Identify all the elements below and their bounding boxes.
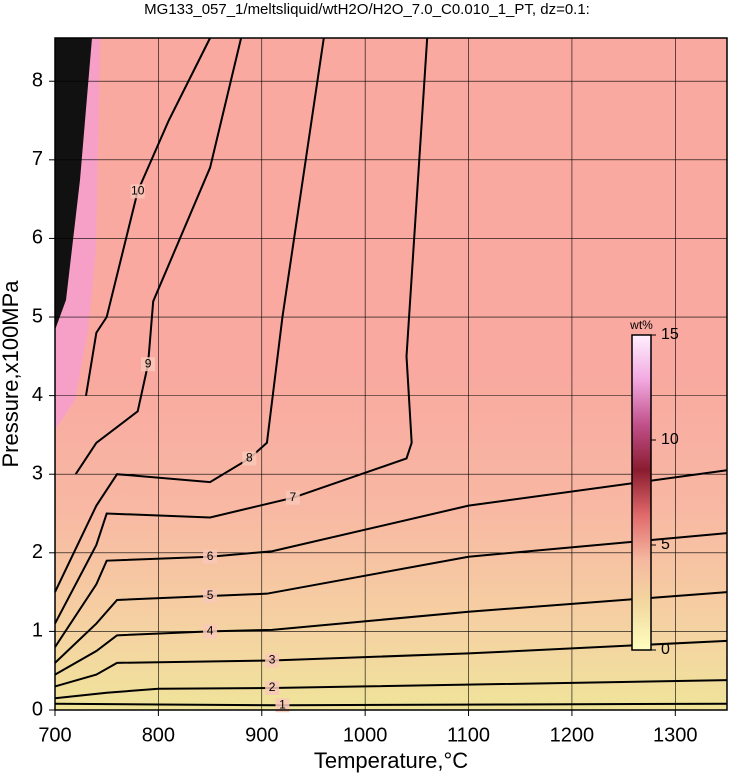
contour-label-bg — [242, 451, 257, 466]
contour-label: 7 — [289, 490, 296, 504]
contour-label: 5 — [207, 588, 214, 602]
colorbar-tick-label: 15 — [661, 326, 679, 343]
x-tick-label: 1200 — [550, 724, 595, 746]
colorbar-tick-label: 10 — [661, 431, 679, 448]
contour-label-bg — [285, 490, 300, 505]
y-tick-label: 7 — [32, 148, 43, 170]
contour-line — [54, 679, 728, 700]
contour-label-bg — [203, 624, 218, 639]
contour-line — [54, 37, 325, 593]
x-axis-label: Temperature,°C — [314, 748, 468, 773]
contour-label-bg — [275, 698, 290, 713]
x-tick-label: 800 — [142, 724, 175, 746]
contour-label: 2 — [269, 680, 276, 694]
y-axis-label: Pressure,x100MPa — [0, 280, 23, 468]
x-tick-label: 700 — [38, 724, 71, 746]
contour-line — [85, 37, 211, 396]
contour-label: 10 — [131, 183, 145, 197]
contour-label: 6 — [207, 549, 214, 563]
contour-label: 1 — [279, 697, 286, 711]
contour-label: 8 — [246, 451, 253, 465]
contour-label-bg — [203, 549, 218, 564]
y-tick-label: 4 — [32, 384, 43, 406]
y-tick-label: 2 — [32, 541, 43, 563]
contour-label-bg — [265, 680, 280, 695]
x-tick-label: 1000 — [343, 724, 388, 746]
y-tick-label: 8 — [32, 70, 43, 92]
contour-label-bg — [141, 357, 156, 372]
colorbar-label: wt% — [629, 318, 653, 332]
contour-line — [54, 702, 728, 707]
dense-contours — [55, 38, 92, 330]
plot-background — [55, 38, 727, 710]
contour-label: 3 — [269, 653, 276, 667]
colorbar-tick-label: 0 — [661, 641, 670, 658]
colorbar-tick-label: 5 — [661, 536, 670, 553]
x-tick-label: 1300 — [653, 724, 698, 746]
plot-frame — [54, 37, 728, 711]
x-tick-label: 900 — [245, 724, 278, 746]
contour-label-bg — [265, 653, 280, 668]
y-tick-label: 5 — [32, 305, 43, 327]
contour-label-bg — [203, 589, 218, 604]
y-tick-label: 3 — [32, 462, 43, 484]
y-tick-label: 6 — [32, 227, 43, 249]
y-tick-label: 0 — [32, 698, 43, 720]
contour-label: 4 — [207, 624, 214, 638]
y-tick-label: 1 — [32, 620, 43, 642]
chart-title: MG133_057_1/meltsliquid/wtH2O/H2O_7.0_C0… — [144, 1, 590, 18]
x-tick-label: 1100 — [447, 724, 490, 746]
contour-line — [54, 639, 728, 688]
contour-label-bg — [130, 184, 145, 199]
contours: 12 3 4 5 6 7 8 9 10 — [54, 37, 728, 713]
colorbar — [631, 334, 652, 651]
contour-label: 9 — [145, 356, 152, 370]
